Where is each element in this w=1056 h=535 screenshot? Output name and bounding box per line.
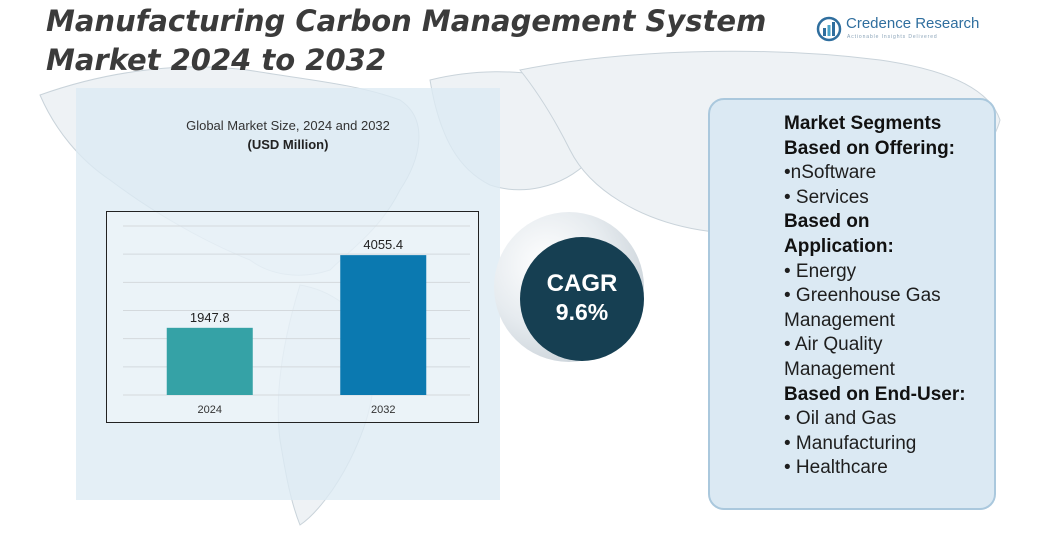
enduser-heading: Based on End-User: bbox=[784, 383, 966, 405]
page-title: Manufacturing Carbon Management System M… bbox=[46, 2, 766, 80]
application-heading: Based on bbox=[784, 211, 870, 233]
enduser-item: • Manufacturing bbox=[784, 432, 917, 454]
segments-title: Market Segments bbox=[784, 113, 942, 134]
title-line-1: Manufacturing Carbon Management System bbox=[46, 4, 767, 38]
brand-name: Credence Research bbox=[846, 15, 980, 32]
cagr-label: CAGR bbox=[546, 270, 618, 297]
bar-chart: 1947.8 2024 4055.4 2032 bbox=[106, 211, 479, 423]
bar-chart-svg: 1947.8 2024 4055.4 2032 bbox=[123, 225, 470, 416]
chart-panel bbox=[76, 88, 500, 500]
enduser-item: • Healthcare bbox=[784, 457, 888, 479]
offering-item: •nSoftware bbox=[784, 162, 877, 184]
data-label: 4055.4 bbox=[363, 237, 403, 252]
offering-heading: Based on Offering: bbox=[784, 137, 956, 159]
x-tick-label: 2024 bbox=[198, 404, 222, 416]
application-item: • Energy bbox=[784, 260, 857, 282]
segments-list: Market Segments Based on Offering: •nSof… bbox=[784, 112, 990, 481]
enduser-item: • Oil and Gas bbox=[784, 408, 897, 430]
offering-item: • Services bbox=[784, 186, 869, 208]
application-item: Management bbox=[784, 358, 895, 380]
chart-title: Global Market Size, 2024 and 2032 bbox=[186, 118, 390, 133]
application-heading-cont: Application: bbox=[784, 235, 894, 257]
cagr-value: 9.6% bbox=[555, 299, 609, 325]
x-tick-label: 2032 bbox=[371, 404, 395, 416]
data-label: 1947.8 bbox=[190, 310, 230, 325]
application-item: • Air Quality bbox=[784, 334, 883, 356]
brand-tagline: Actionable Insights Delivered bbox=[847, 34, 938, 40]
bar-2032 bbox=[340, 255, 427, 395]
bar-2024 bbox=[166, 327, 253, 395]
application-item: Management bbox=[784, 309, 895, 331]
credence-logo-icon bbox=[816, 16, 842, 42]
application-item: • Greenhouse Gas bbox=[784, 285, 941, 307]
title-line-2: Market 2024 to 2032 bbox=[46, 43, 387, 77]
market-segments-panel: Market Segments Based on Offering: •nSof… bbox=[708, 98, 996, 510]
cagr-badge: CAGR 9.6% bbox=[520, 237, 644, 361]
chart-unit: (USD Million) bbox=[247, 137, 329, 152]
